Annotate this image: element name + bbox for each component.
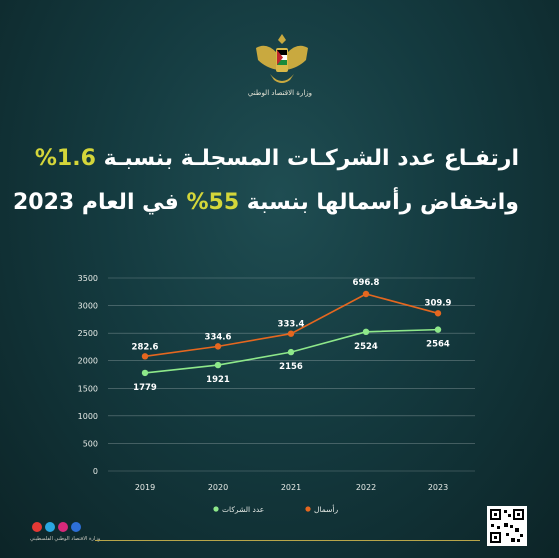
- data-point: [434, 326, 442, 333]
- social-links: [32, 522, 81, 532]
- headline-line-2-suffix: في العام 2023: [12, 190, 187, 215]
- data-label: 1921: [206, 375, 230, 385]
- y-tick-label: 3000: [78, 302, 98, 311]
- data-point: [362, 328, 370, 336]
- ministry-name: وزارة الاقتصاد الوطني: [247, 89, 313, 97]
- qr-code-icon[interactable]: [487, 506, 527, 546]
- youtube-icon[interactable]: [32, 522, 42, 532]
- data-point: [214, 361, 222, 369]
- headline-line-2-highlight: 55%: [186, 190, 240, 215]
- x-tick-label: 2023: [428, 483, 448, 492]
- y-tick-label: 3500: [78, 274, 98, 283]
- x-tick-label: 2020: [208, 483, 228, 492]
- data-point: [287, 330, 295, 337]
- emblem-icon: [256, 34, 308, 83]
- data-point: [434, 310, 442, 317]
- data-label: 2156: [279, 362, 303, 372]
- y-tick-label: 2500: [78, 329, 98, 338]
- data-label: 1779: [133, 383, 157, 393]
- y-tick-label: 500: [83, 439, 98, 448]
- social-caption: وزارة الاقتصاد الوطني الفلسطيني: [30, 536, 101, 542]
- instagram-icon[interactable]: [58, 522, 68, 532]
- data-label: 2564: [426, 340, 450, 350]
- facebook-icon[interactable]: [71, 522, 81, 532]
- y-tick-label: 1500: [78, 384, 98, 393]
- headline-line-1-highlight: 1.6%: [34, 146, 96, 171]
- data-point: [362, 290, 370, 298]
- legend-marker-companies: [213, 506, 219, 512]
- data-label: 696.8: [353, 278, 380, 288]
- data-label: 2524: [354, 342, 378, 352]
- headline-line-1: ارتفـاع عدد الشركـات المسجلـة بنسبـة 1.6…: [19, 146, 519, 171]
- legend-label-capital: رأسمال: [314, 504, 338, 514]
- data-point: [287, 348, 295, 356]
- legend-marker-capital: [305, 506, 311, 512]
- x-tick-label: 2021: [281, 483, 301, 492]
- twitter-icon[interactable]: [45, 522, 55, 532]
- data-label: 309.9: [425, 298, 452, 308]
- legend-label-companies: عدد الشركات: [222, 505, 264, 514]
- footer-divider: [95, 540, 480, 541]
- y-tick-label: 1000: [78, 412, 98, 421]
- data-label: 333.4: [278, 320, 305, 330]
- data-point: [141, 353, 149, 360]
- y-tick-label: 0: [93, 467, 98, 476]
- x-tick-label: 2019: [135, 483, 155, 492]
- headline-line-2-text: وانخفاض رأسمالها بنسبة: [239, 190, 519, 215]
- headline-line-2: وانخفاض رأسمالها بنسبة 55% في العام 2023: [13, 190, 519, 215]
- data-point: [141, 369, 149, 377]
- headline-line-1-text: ارتفـاع عدد الشركـات المسجلـة بنسبـة: [95, 146, 519, 171]
- data-label: 282.6: [132, 342, 159, 352]
- y-tick-label: 2000: [78, 357, 98, 366]
- x-tick-label: 2022: [356, 483, 376, 492]
- data-label: 334.6: [205, 332, 232, 342]
- data-point: [214, 343, 222, 350]
